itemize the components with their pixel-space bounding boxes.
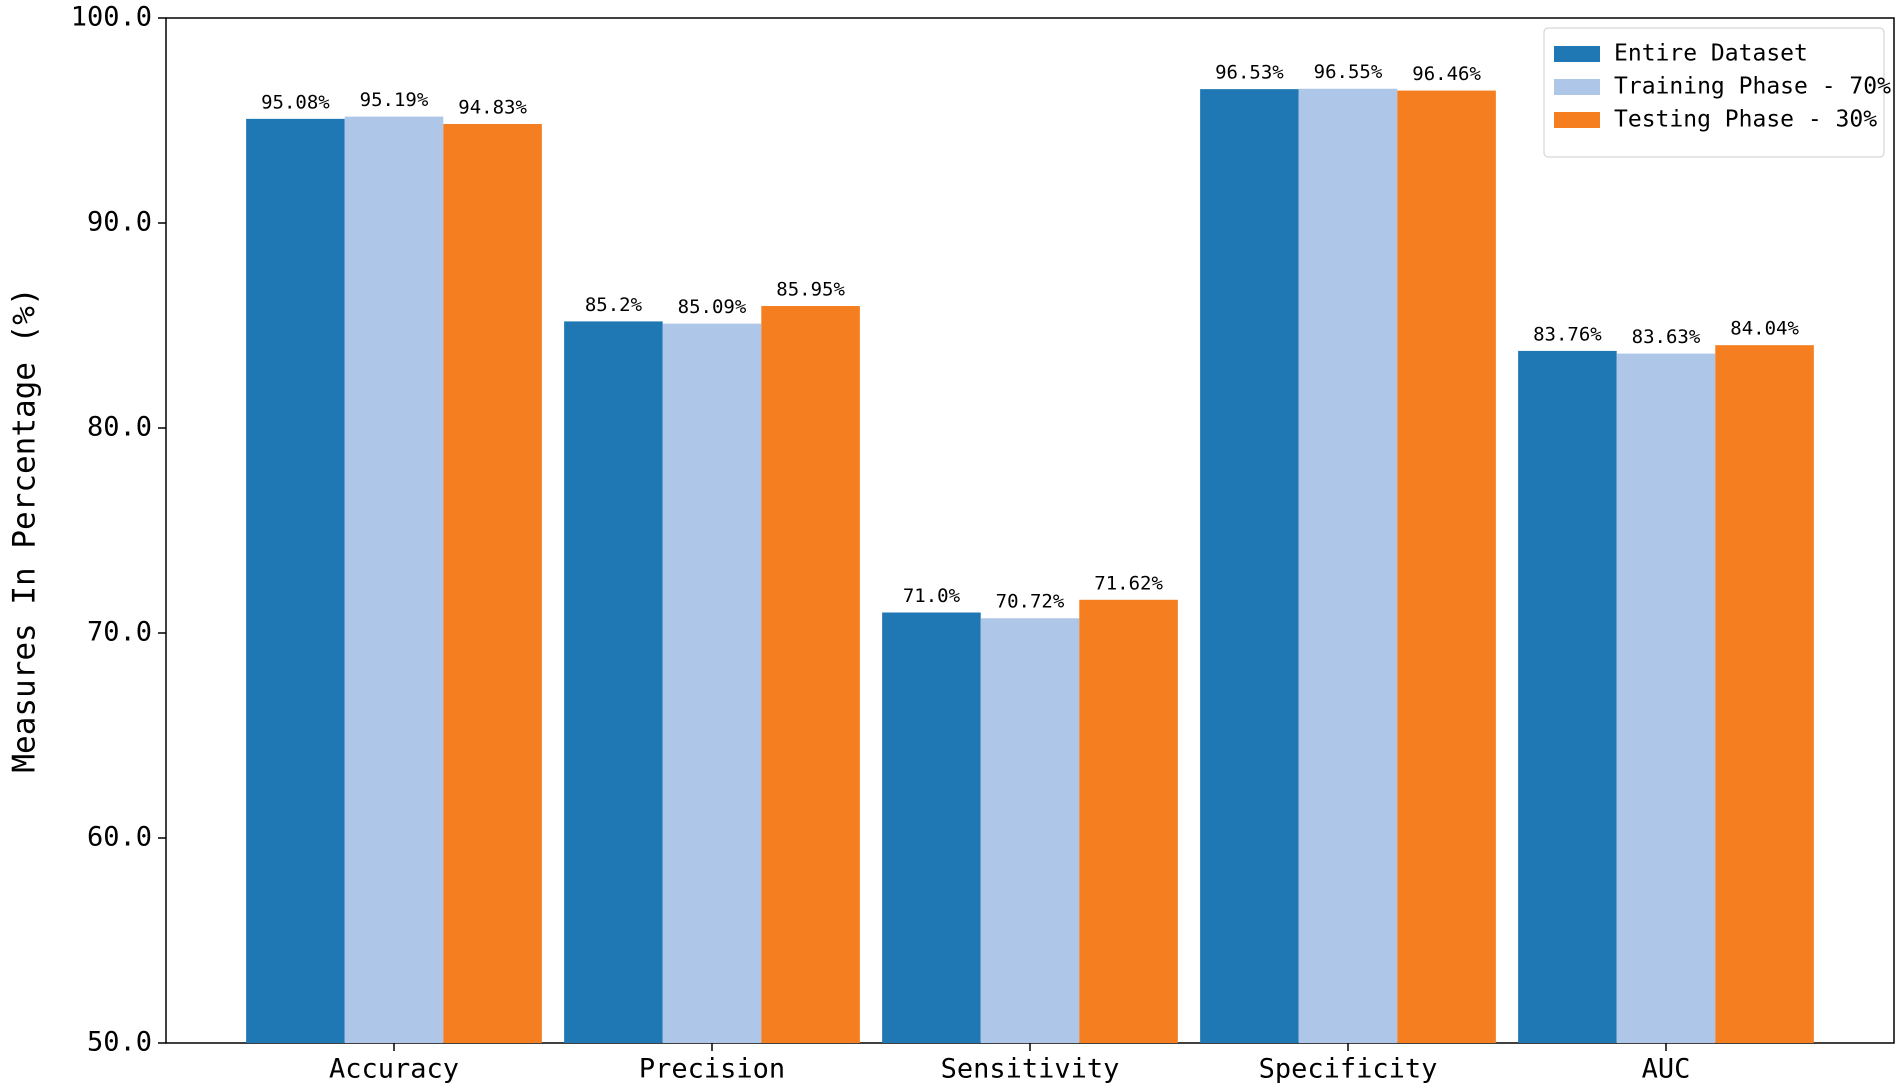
legend-swatch [1554, 112, 1600, 128]
bar [980, 618, 1080, 1043]
value-label: 71.62% [1094, 572, 1163, 594]
y-tick-label: 100.0 [71, 2, 152, 33]
value-label: 85.2% [585, 294, 643, 316]
value-label: 96.53% [1215, 62, 1284, 84]
legend-label: Testing Phase - 30% [1614, 107, 1877, 133]
y-tick-label: 80.0 [87, 412, 152, 443]
bar [1079, 599, 1178, 1043]
bar [761, 306, 860, 1043]
bar [564, 321, 663, 1043]
value-label: 94.83% [458, 96, 527, 118]
bar [1616, 353, 1716, 1044]
value-label: 95.08% [261, 91, 330, 113]
x-tick-label: Specificity [1259, 1054, 1438, 1085]
bar [443, 123, 542, 1044]
bar [1397, 90, 1496, 1043]
bar [882, 612, 981, 1043]
legend-label: Training Phase - 70% [1614, 74, 1891, 100]
bar [662, 323, 762, 1043]
legend-box [1543, 27, 1885, 158]
value-label: 71.0% [903, 585, 961, 607]
value-label: 84.04% [1730, 318, 1799, 340]
value-label: 85.09% [678, 296, 747, 318]
legend-swatch [1554, 46, 1600, 62]
legend-swatch [1554, 79, 1600, 95]
x-tick-label: Accuracy [329, 1054, 459, 1085]
x-tick-label: Precision [639, 1054, 785, 1085]
y-tick-label: 50.0 [87, 1027, 152, 1058]
y-axis-label: Measures In Percentage (%) [7, 287, 43, 772]
bar [246, 118, 345, 1044]
bar [344, 116, 444, 1044]
bar [1715, 345, 1814, 1043]
x-tick-label: Sensitivity [941, 1054, 1120, 1085]
value-label: 85.95% [776, 279, 845, 301]
value-label: 83.76% [1533, 323, 1602, 345]
x-tick-label: AUC [1642, 1054, 1691, 1085]
legend-label: Entire Dataset [1614, 41, 1808, 67]
y-tick-label: 70.0 [87, 617, 152, 648]
y-tick-label: 60.0 [87, 822, 152, 853]
value-label: 70.72% [996, 591, 1065, 613]
value-label: 95.19% [360, 89, 429, 111]
value-label: 83.63% [1632, 326, 1701, 348]
bar [1200, 89, 1299, 1043]
y-tick-label: 90.0 [87, 207, 152, 238]
bar [1298, 88, 1398, 1044]
value-label: 96.55% [1314, 61, 1383, 83]
value-label: 96.46% [1412, 63, 1481, 85]
bar [1518, 350, 1617, 1043]
